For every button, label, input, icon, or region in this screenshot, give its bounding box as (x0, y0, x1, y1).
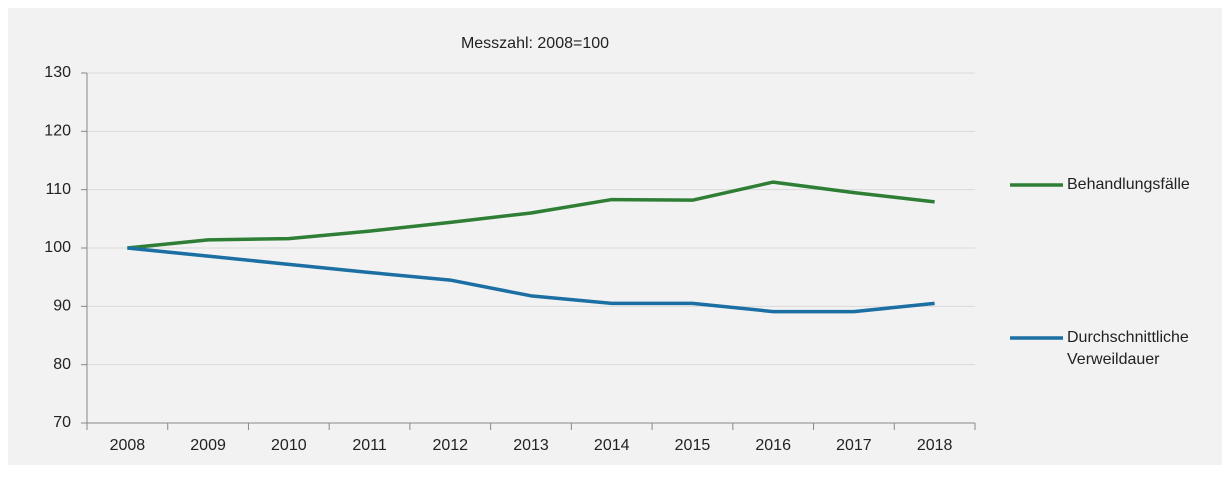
y-tick-label: 90 (53, 298, 71, 315)
series-line (127, 180, 935, 250)
x-tick-label: 2016 (755, 437, 791, 454)
x-tick-label: 2012 (432, 437, 468, 454)
series-line (127, 246, 935, 314)
x-tick-label: 2017 (836, 437, 872, 454)
legend-label: Behandlungsfälle (1067, 176, 1190, 193)
y-tick-label: 110 (45, 181, 71, 198)
legend-label: Durchschnittliche Verweildauer (1067, 329, 1189, 368)
y-tick-label: 130 (44, 64, 71, 81)
x-tick-label: 2010 (271, 437, 307, 454)
x-tick-label: 2018 (917, 437, 953, 454)
x-tick-label: 2011 (352, 437, 387, 454)
x-tick-label: 2009 (190, 437, 226, 454)
x-tick-label: 2008 (110, 437, 146, 454)
y-tick-label: 80 (53, 356, 71, 373)
y-tick-label: 70 (53, 414, 71, 431)
chart-title: Messzahl: 2008=100 (461, 35, 609, 52)
x-tick-label: 2013 (513, 437, 549, 454)
x-tick-label: 2014 (594, 437, 630, 454)
x-tick-label: 2015 (675, 437, 711, 454)
chart-background (8, 8, 1222, 465)
y-tick-label: 100 (44, 239, 71, 256)
y-tick-label: 120 (44, 123, 71, 140)
